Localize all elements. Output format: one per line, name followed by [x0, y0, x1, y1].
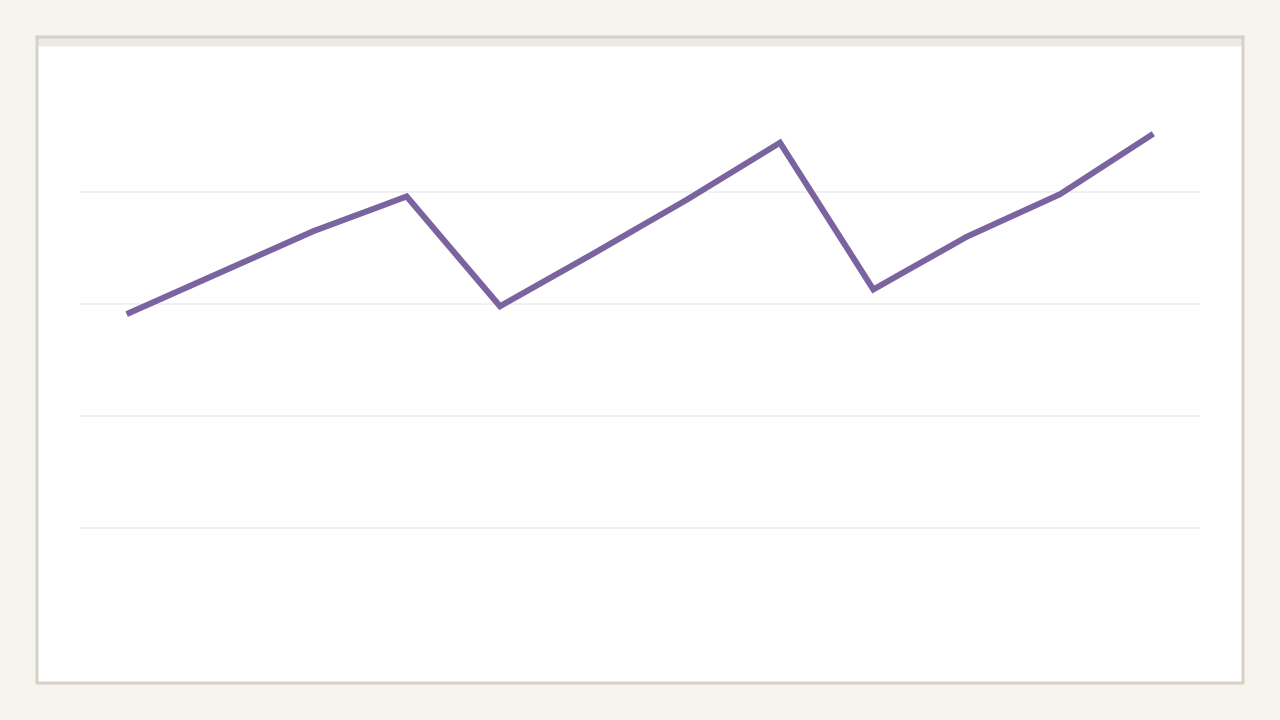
panel-header-strip [38, 38, 1242, 47]
chart-panel [35, 35, 1245, 685]
data-line [125, 131, 1155, 317]
